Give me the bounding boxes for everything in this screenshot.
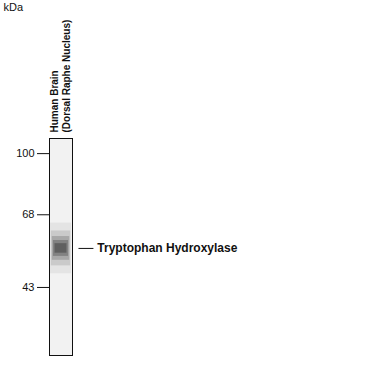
- svg-text:68: 68: [22, 208, 34, 220]
- svg-text:Human Brain: Human Brain: [49, 70, 60, 132]
- svg-text:100: 100: [16, 147, 34, 159]
- svg-text:kDa: kDa: [4, 1, 24, 13]
- svg-text:Tryptophan Hydroxylase: Tryptophan Hydroxylase: [97, 241, 237, 255]
- svg-text:43: 43: [22, 281, 34, 293]
- svg-text:(Dorsal Raphe Nucleus): (Dorsal Raphe Nucleus): [61, 20, 72, 133]
